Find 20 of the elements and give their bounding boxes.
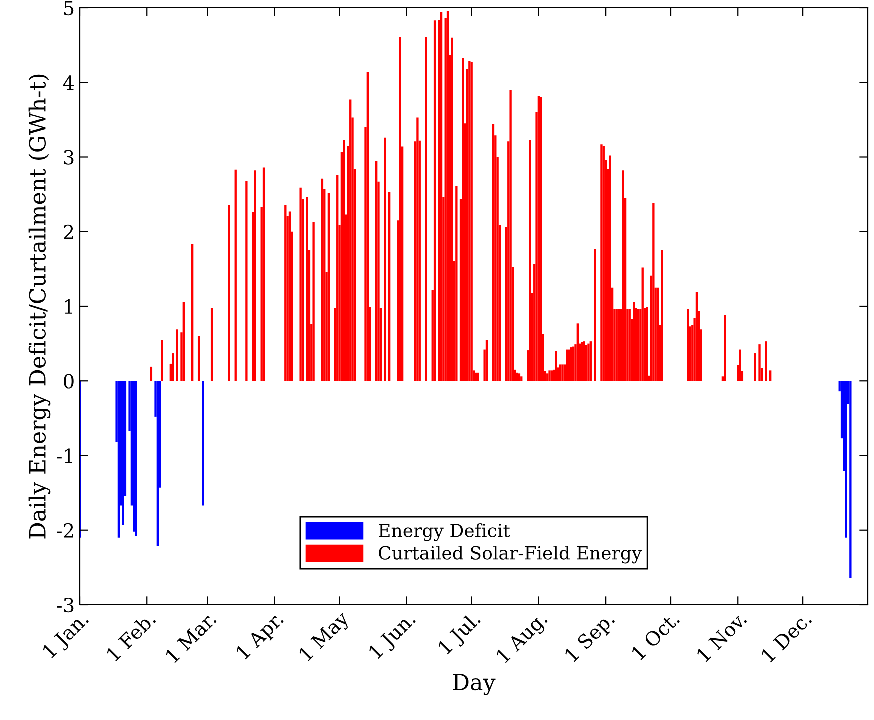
- x-tick-label: 1 Sep.: [564, 611, 618, 666]
- x-tick-label: 1 Apr.: [235, 611, 287, 663]
- y-tick-label: 2: [64, 224, 74, 240]
- y-tick-label: 3: [64, 150, 74, 165]
- y-tick-label: -1: [57, 448, 72, 464]
- x-tick-label: 1 Jun.: [368, 611, 419, 662]
- y-tick-label: 5: [64, 1, 74, 16]
- y-tick-label: -2: [57, 523, 74, 538]
- y-axis-title: Daily Energy Deficit/Curtailment (GWh-t): [28, 74, 51, 539]
- y-tick-label: 0: [64, 374, 74, 389]
- x-tick-label: 1 Oct.: [630, 611, 680, 661]
- legend-label: Curtailed Solar-Field Energy: [379, 546, 642, 564]
- y-tick-label: -3: [57, 598, 74, 613]
- x-tick-label: 1 Jul.: [437, 611, 484, 658]
- x-axis-title: Day: [453, 674, 496, 696]
- x-tick-label: 1 Dec.: [760, 611, 812, 664]
- legend-label: Energy Deficit: [379, 524, 510, 542]
- y-tick-label: 4: [63, 76, 74, 90]
- y-tick-label: 1: [65, 299, 72, 314]
- x-tick-label: 1 Feb.: [106, 611, 156, 662]
